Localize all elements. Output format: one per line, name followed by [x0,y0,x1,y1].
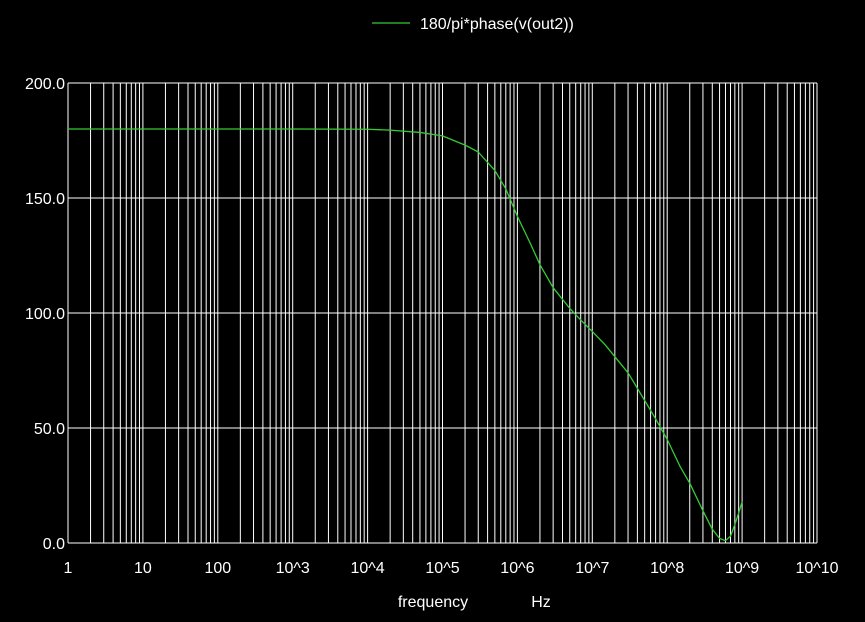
x-tick-label: 10^6 [500,560,534,577]
y-tick-label: 200.0 [25,76,65,93]
y-tick-label: 50.0 [34,421,65,438]
y-tick-label: 100.0 [25,306,65,323]
x-tick-label: 100 [204,560,231,577]
legend-label: 180/pi*phase(v(out2)) [420,16,574,33]
series-line [68,128,743,542]
x-tick-label: 10^7 [575,560,609,577]
x-tick-label: 10^3 [276,560,310,577]
x-tick-labels: 1 10 100 10^3 10^4 10^5 10^6 10^7 10^8 10^9 10^10 [64,560,839,577]
x-tick-label: 1 [64,560,73,577]
x-axis-unit: Hz [531,594,551,611]
x-tick-label: 10^10 [795,560,838,577]
y-tick-labels: 0.0 50.0 100.0 150.0 200.0 [25,76,65,553]
series-group [68,128,743,542]
x-tick-label: 10^9 [725,560,759,577]
x-tick-label: 10 [134,560,152,577]
y-tick-label: 0.0 [43,536,65,553]
x-tick-label: 10^8 [650,560,684,577]
legend: 180/pi*phase(v(out2)) [372,16,574,33]
x-tick-label: 10^4 [350,560,384,577]
y-tick-label: 150.0 [25,191,65,208]
x-tick-label: 10^5 [425,560,459,577]
x-axis-label: frequency [398,594,468,611]
grid [67,82,818,544]
